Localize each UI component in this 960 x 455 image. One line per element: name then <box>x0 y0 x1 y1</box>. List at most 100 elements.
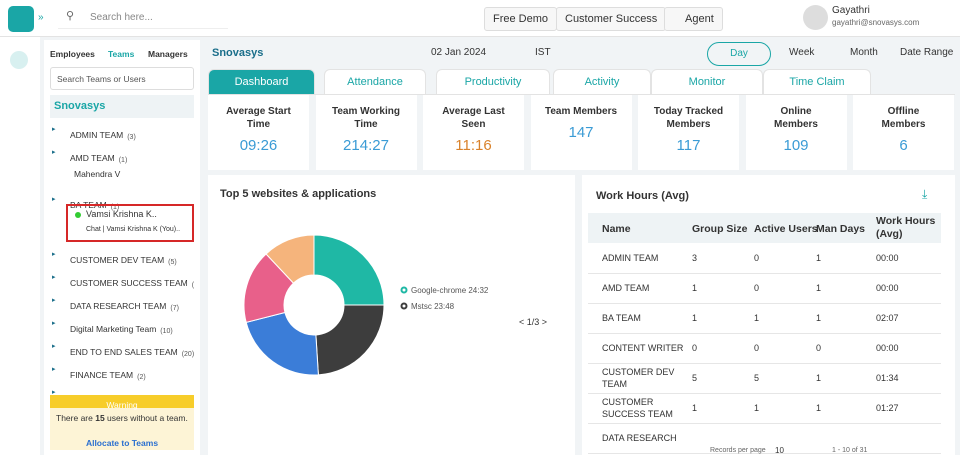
allocate-link[interactable]: Allocate to Teams <box>85 438 159 448</box>
pie-pager[interactable]: < 1/3 > <box>519 317 548 327</box>
date: 02 Jan 2024 <box>431 47 487 58</box>
sidebar-tab[interactable]: Managers <box>148 49 188 59</box>
view-tab[interactable]: Day <box>707 42 771 66</box>
team-row[interactable]: FINANCE TEAM (2) <box>70 365 146 383</box>
row-line <box>588 393 941 394</box>
team-count: (20) <box>181 351 195 358</box>
team-row[interactable]: END TO END SALES TEAM (20) <box>70 342 194 360</box>
table-cell: 5 <box>692 373 698 383</box>
row-line <box>588 303 941 304</box>
table-cell: 1 <box>692 313 698 323</box>
expand-arrow: ▸ <box>52 274 56 281</box>
download[interactable]: ⤓ <box>922 187 928 201</box>
stat-label: Team Working Time <box>332 106 400 130</box>
view-tab[interactable]: Month <box>850 47 878 58</box>
team-count: (1) <box>110 204 120 211</box>
stat-label: Online Members <box>774 106 818 130</box>
row-line <box>588 423 941 424</box>
table-cell: 3 <box>692 253 698 263</box>
free-demo[interactable]: Free Demo <box>484 7 558 31</box>
nav-tab[interactable]: Monitor <box>651 69 763 94</box>
table-cell: 00:00 <box>876 283 899 293</box>
sidebar-tab[interactable]: Employees <box>50 49 95 59</box>
nav-tab[interactable]: Activity <box>553 69 651 94</box>
sidebar-tab[interactable]: Teams <box>108 49 135 59</box>
expand-arrow: ▸ <box>52 389 56 396</box>
expand-arrow: ▸ <box>52 126 56 133</box>
table-header <box>588 213 941 243</box>
legend-marker <box>400 286 408 294</box>
member-name: Vamsi Krishna K.. <box>86 209 157 219</box>
team-count: (10) <box>160 328 173 335</box>
table-cell: 01:34 <box>876 373 899 383</box>
table-cell: 0 <box>816 343 822 353</box>
stat-card: Online Members 109 <box>745 95 847 170</box>
table-cell: 1 <box>816 313 822 323</box>
team-row[interactable]: DATA RESEARCH TEAM (7) <box>70 296 179 314</box>
warning-text: There are 15 users without a team. <box>56 412 192 425</box>
table-cell: 0 <box>754 343 760 353</box>
team-row[interactable]: AMD TEAM (1) <box>70 148 127 166</box>
view-tab[interactable]: Week <box>789 47 815 58</box>
expand[interactable]: » <box>38 12 44 23</box>
team-count: (1) <box>118 157 128 164</box>
nav-tab[interactable]: Attendance <box>324 69 426 94</box>
column-header: Group Size <box>692 223 748 235</box>
team-row[interactable]: Digital Marketing Team (10) <box>70 319 173 337</box>
records-label: Records per page <box>710 447 766 454</box>
pie-slice[interactable] <box>245 311 319 376</box>
stat-card: Team Members 147 <box>530 95 632 170</box>
table-cell: 0 <box>754 283 760 293</box>
team-name: Digital Marketing Team <box>70 324 157 334</box>
user-email: gayathri@snovasys.com <box>832 18 920 27</box>
table-cell: CONTENT WRITER <box>602 343 684 353</box>
team-row[interactable]: CUSTOMER SUCCESS TEAM( <box>70 273 194 291</box>
expand-arrow: ▸ <box>52 297 56 304</box>
nav-tab-label: Dashboard <box>234 76 289 88</box>
nav-tab[interactable]: Productivity <box>436 69 550 94</box>
online-dot <box>75 212 81 218</box>
row-line <box>588 333 941 334</box>
table-cell: 0 <box>754 253 760 263</box>
table-cell: 1 <box>754 403 760 413</box>
customer-success[interactable]: Customer Success <box>556 7 667 31</box>
nav-tab[interactable]: Time Claim <box>763 69 871 94</box>
team-name: END TO END SALES TEAM <box>70 347 178 357</box>
nav-tab[interactable]: Dashboard <box>208 69 315 94</box>
stat-value: 117 <box>676 137 701 154</box>
table-cell: 00:00 <box>876 253 899 263</box>
pie-slice[interactable] <box>265 234 315 284</box>
stat-label: Average Start Time <box>226 106 291 130</box>
avatar[interactable] <box>803 5 828 30</box>
expand-arrow: ▸ <box>52 366 56 373</box>
per-page[interactable]: 10 <box>775 446 784 455</box>
table-cell: 1 <box>754 313 760 323</box>
table-cell: 0 <box>692 343 698 353</box>
pie-slice[interactable] <box>313 234 385 306</box>
column-header: Name <box>602 223 631 235</box>
record-range: 1 - 10 of 31 <box>832 447 868 454</box>
search-box[interactable]: Search here... ⚲ <box>58 6 228 29</box>
legend-label: Mstsc 23:48 <box>411 302 455 311</box>
agent[interactable]: Agent <box>664 7 723 31</box>
stat-value: 6 <box>899 137 908 154</box>
team-row[interactable]: CUSTOMER DEV TEAM (5) <box>70 250 177 268</box>
table-cell: CUSTOMER SUCCESS TEAM <box>602 397 673 419</box>
row-line <box>588 273 941 274</box>
logo[interactable] <box>8 6 34 32</box>
team-count: (5) <box>168 259 177 266</box>
team-name: FINANCE TEAM <box>70 370 134 380</box>
timezone[interactable]: IST <box>535 47 551 58</box>
row-line <box>588 363 941 364</box>
sidebar-search[interactable]: Search Teams or Users <box>50 67 194 90</box>
org-header: Snovasys <box>50 95 194 118</box>
selected-member[interactable]: Vamsi Krishna K.. Chat | Vamsi Krishna K … <box>66 204 194 242</box>
view-tab[interactable]: Date Range <box>900 47 954 58</box>
pie-slice[interactable] <box>315 304 385 376</box>
team-row[interactable]: ADMIN TEAM (3) <box>70 125 136 143</box>
table-cell: ADMIN TEAM <box>602 253 659 263</box>
expand-arrow: ▸ <box>52 251 56 258</box>
member-name[interactable]: Mahendra V <box>74 169 121 179</box>
table-title: Work Hours (Avg) <box>596 190 689 202</box>
nav-tab-label: Time Claim <box>789 76 845 88</box>
